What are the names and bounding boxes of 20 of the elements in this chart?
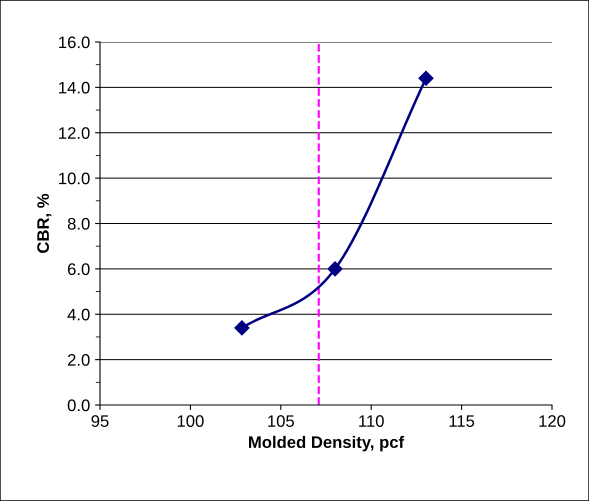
y-tick-label: 2.0	[68, 354, 90, 366]
y-tick-label: 4.0	[67, 308, 90, 320]
y-axis-title: CBR, %	[37, 194, 52, 253]
x-axis-title: Molded Density, pcf	[249, 436, 404, 452]
y-tick-label: 12.0	[59, 127, 90, 139]
y-tick-label: 14.0	[59, 82, 90, 94]
point	[327, 261, 343, 276]
y-tick-label: 8.0	[68, 218, 90, 230]
x-tick-label: 110	[359, 415, 384, 427]
y-tick-label: 10.0	[59, 172, 90, 184]
x-tick-label: 95	[92, 415, 109, 427]
x-tick-label: 100	[178, 415, 204, 427]
x-tick-label: 105	[268, 415, 294, 427]
point	[234, 320, 250, 336]
y-tick-label: 6.0	[68, 263, 90, 276]
y-tick-label: 0.0	[68, 399, 90, 412]
x-tick-label: 115	[450, 415, 474, 427]
y-tick-label: 16.0	[59, 36, 90, 48]
point	[418, 70, 434, 86]
x-tick-label: 120	[539, 415, 566, 427]
